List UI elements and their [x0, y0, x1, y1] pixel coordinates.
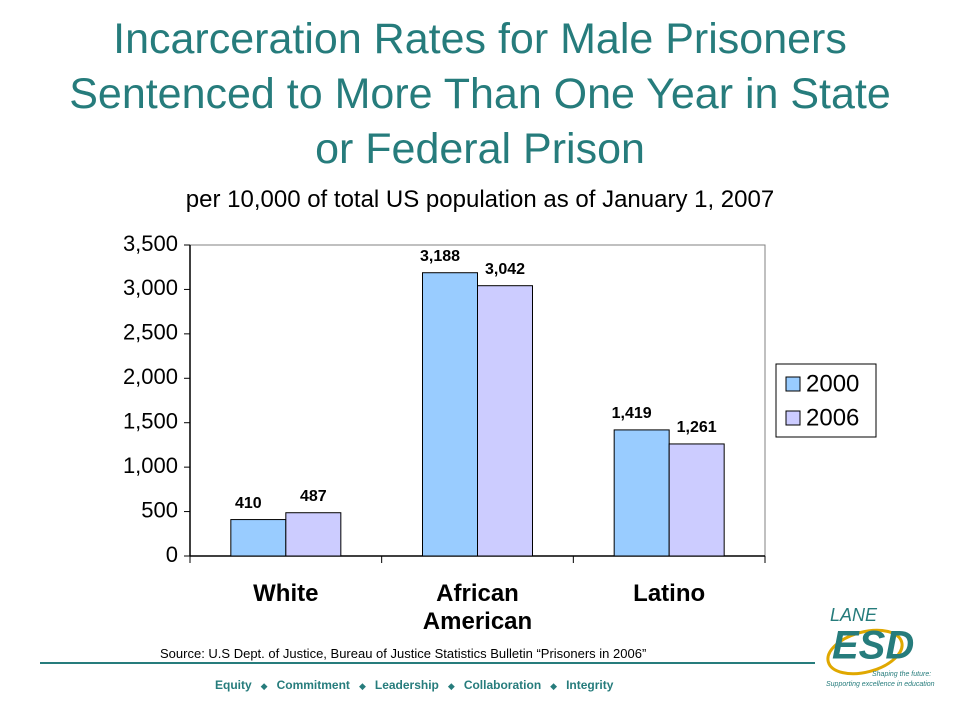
- value-label: 3,188: [420, 248, 460, 265]
- source-note: Source: U.S Dept. of Justice, Bureau of …: [160, 646, 647, 661]
- x-tick-label: Latino: [633, 580, 706, 607]
- y-tick-label: 2,000: [123, 364, 178, 389]
- legend-label: 2000: [806, 370, 859, 397]
- footer-item: Equity: [215, 678, 252, 692]
- footer-separator: ◆: [358, 681, 366, 691]
- footer-separator: ◆: [550, 681, 558, 691]
- value-label: 3,042: [485, 261, 525, 278]
- logo-name: LANE: [830, 605, 878, 625]
- chart-title: Incarceration Rates for Male Prisoners S…: [69, 15, 891, 173]
- logo-motto: Supporting excellence in education: [826, 681, 935, 688]
- x-tick-label: White: [253, 580, 319, 607]
- footer-item: Leadership: [374, 678, 439, 692]
- logo-swoosh: [826, 628, 904, 676]
- bar: [285, 512, 342, 557]
- legend-swatch: [785, 376, 801, 392]
- y-tick-label: 2,500: [123, 320, 178, 345]
- y-tick-label: 3,500: [123, 231, 178, 256]
- legend-swatch: [785, 410, 801, 426]
- bar: [422, 272, 478, 557]
- value-label: 410: [235, 495, 262, 512]
- logo-mark: ESD: [832, 624, 914, 668]
- y-tick-label: 3,000: [123, 275, 178, 300]
- logo: LANE ESD Shaping the future: Supporting …: [826, 605, 935, 688]
- logo-tagline: Shaping the future:: [872, 671, 931, 678]
- value-label: 1,261: [677, 419, 717, 436]
- y-tick-label: 1,000: [123, 453, 178, 478]
- value-label: 1,419: [612, 405, 652, 422]
- chart-subtitle: per 10,000 of total US population as of …: [185, 186, 775, 213]
- y-tick-label: 0: [166, 542, 178, 567]
- footer-item: Integrity: [566, 678, 614, 692]
- bar: [477, 285, 533, 557]
- footer-separator: ◆: [260, 681, 268, 691]
- footer-item: Commitment: [276, 678, 350, 692]
- value-label: 487: [300, 488, 327, 505]
- legend-label: 2006: [806, 404, 859, 431]
- x-tick-label: African American: [422, 580, 533, 635]
- bar: [668, 443, 725, 557]
- bar: [230, 519, 287, 557]
- footer-item: Collaboration: [463, 678, 542, 692]
- bar: [613, 429, 670, 557]
- y-tick-label: 1,500: [123, 409, 178, 434]
- footer: Equity ◆ Commitment ◆ Leadership ◆ Collaborati…: [215, 678, 613, 692]
- y-tick-label: 500: [141, 497, 178, 522]
- footer-separator: ◆: [447, 681, 455, 691]
